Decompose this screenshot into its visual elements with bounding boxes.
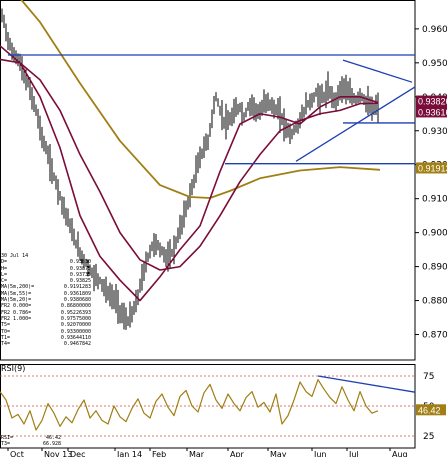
info-row-key: T5= xyxy=(1,322,11,329)
info-row: D= 0.93830 xyxy=(1,259,91,265)
info-row-key: T0= xyxy=(1,328,11,335)
price-panel-frame xyxy=(0,0,416,361)
trendline-triangle-upper xyxy=(342,59,413,83)
ma-20-line xyxy=(0,45,379,302)
month-label: May xyxy=(270,450,287,457)
info-row-key: H= xyxy=(1,265,8,272)
info-row-value: 0.97575000 xyxy=(60,315,91,322)
info-row-value: 0.93300000 xyxy=(60,328,91,335)
price-marker-box xyxy=(416,162,447,174)
info-row-key: MA(5m,55)= xyxy=(1,290,32,297)
price-tick-label: 0.89000 xyxy=(422,263,447,273)
month-label: Feb xyxy=(152,450,166,457)
rsi-info-key: T3= xyxy=(1,441,11,447)
price-tick-label: 0.95000 xyxy=(422,59,447,69)
info-row-key: T4= xyxy=(1,341,11,348)
month-label: Mar xyxy=(189,450,205,457)
rsi-marker-label: 46.42 xyxy=(418,405,441,415)
info-row-value: 0.9467842 xyxy=(63,341,91,348)
info-row: T1= 0.93644110 xyxy=(1,335,91,341)
price-marker-label: 0.93616 xyxy=(418,107,447,117)
price-tick-label: 0.90000 xyxy=(422,229,447,239)
price-marker-box xyxy=(416,95,447,107)
month-label: Apr xyxy=(230,450,245,457)
info-row-key: FR2 0.000= xyxy=(1,303,32,310)
rsi-tick-label: 25 xyxy=(423,432,434,442)
rsi-info-value: 66.928 xyxy=(42,441,61,447)
info-row: MA(5m,200)= 0.9191283 xyxy=(1,284,91,290)
price-tick-label: 0.93000 xyxy=(422,127,447,137)
info-box-header: 30 Jul 14 xyxy=(1,253,29,259)
info-row: T4= 0.9467842 xyxy=(1,341,91,347)
month-label: Oct xyxy=(10,450,24,457)
info-row-value: 0.86800000 xyxy=(60,303,91,310)
month-label: Jun xyxy=(313,450,327,457)
info-row-key: FR2 1.000= xyxy=(1,315,32,322)
info-row-value: 0.95226393 xyxy=(60,309,91,316)
info-row-value: 0.93875 xyxy=(69,265,91,272)
info-row-key: MA(5m,20)= xyxy=(1,297,32,304)
info-row-value: 0.93644110 xyxy=(60,334,91,341)
rsi-info-row: RSI= 46.42 xyxy=(1,435,61,441)
info-row-key: MA(5m,200)= xyxy=(1,284,35,291)
info-box: 30 Jul 14 D= 0.93830 H= 0.93875 L= 0.93735 C= 0… xyxy=(1,253,91,347)
info-row: L= 0.93735 xyxy=(1,272,91,278)
price-marker-box xyxy=(416,106,447,118)
rsi-trendline xyxy=(317,375,416,393)
info-row-key: L= xyxy=(1,271,8,278)
info-row-value: 0.92070000 xyxy=(60,322,91,329)
month-label: Aug xyxy=(392,450,408,457)
info-row-key: FR2 0.786= xyxy=(1,309,32,316)
price-tick-label: 0.87000 xyxy=(422,331,447,341)
rsi-info-key: RSI= xyxy=(1,435,14,441)
price-marker-label: 0.93826 xyxy=(418,97,447,107)
info-row: FR2 1.000= 0.97575000 xyxy=(1,316,91,322)
info-row: C= 0.93825 xyxy=(1,278,91,284)
month-label: Nov 13 xyxy=(44,450,72,457)
info-row-key: D= xyxy=(1,259,8,266)
price-tick-label: 0.96000 xyxy=(422,25,447,35)
month-label: Jul xyxy=(348,450,359,457)
rsi-info-box: RSI= 46.42 T3= 66.928 xyxy=(1,435,61,447)
info-row: H= 0.93875 xyxy=(1,266,91,272)
rsi-line xyxy=(0,379,379,431)
info-row-value: 0.9191283 xyxy=(63,284,91,291)
info-row: T0= 0.93300000 xyxy=(1,329,91,335)
info-row: MA(5m,55)= 0.9361809 xyxy=(1,291,91,297)
info-row: MA(5m,20)= 0.9380680 xyxy=(1,297,91,303)
info-row-value: 0.93735 xyxy=(69,271,91,278)
info-row-value: 0.9361809 xyxy=(63,290,91,297)
price-tick-label: 0.91000 xyxy=(422,195,447,205)
info-row-key: C= xyxy=(1,278,8,285)
rsi-info-row: T3= 66.928 xyxy=(1,441,61,447)
rsi-title: RSI(9) xyxy=(1,364,26,373)
month-label: Jan 14 xyxy=(116,450,142,457)
month-label: Dec xyxy=(70,450,85,457)
trendline-triangle-lower xyxy=(295,86,416,162)
rsi-tick-label: 75 xyxy=(423,372,434,382)
rsi-info-value: 46.42 xyxy=(45,435,61,441)
info-row: FR2 0.786= 0.95226393 xyxy=(1,310,91,316)
info-row-value: 0.93825 xyxy=(69,278,91,285)
price-marker-label: 0.91913 xyxy=(418,163,447,173)
info-row-value: 0.9380680 xyxy=(63,297,91,304)
price-bars xyxy=(0,0,379,330)
info-row-key: T1= xyxy=(1,334,11,341)
info-row-value: 0.93830 xyxy=(69,259,91,266)
ma-55-line xyxy=(0,58,379,271)
rsi-marker-box xyxy=(416,404,446,416)
info-row: T5= 0.92070000 xyxy=(1,322,91,328)
info-row: FR2 0.000= 0.86800000 xyxy=(1,303,91,309)
price-tick-label: 0.88000 xyxy=(422,297,447,307)
ma-200-line xyxy=(20,0,381,199)
